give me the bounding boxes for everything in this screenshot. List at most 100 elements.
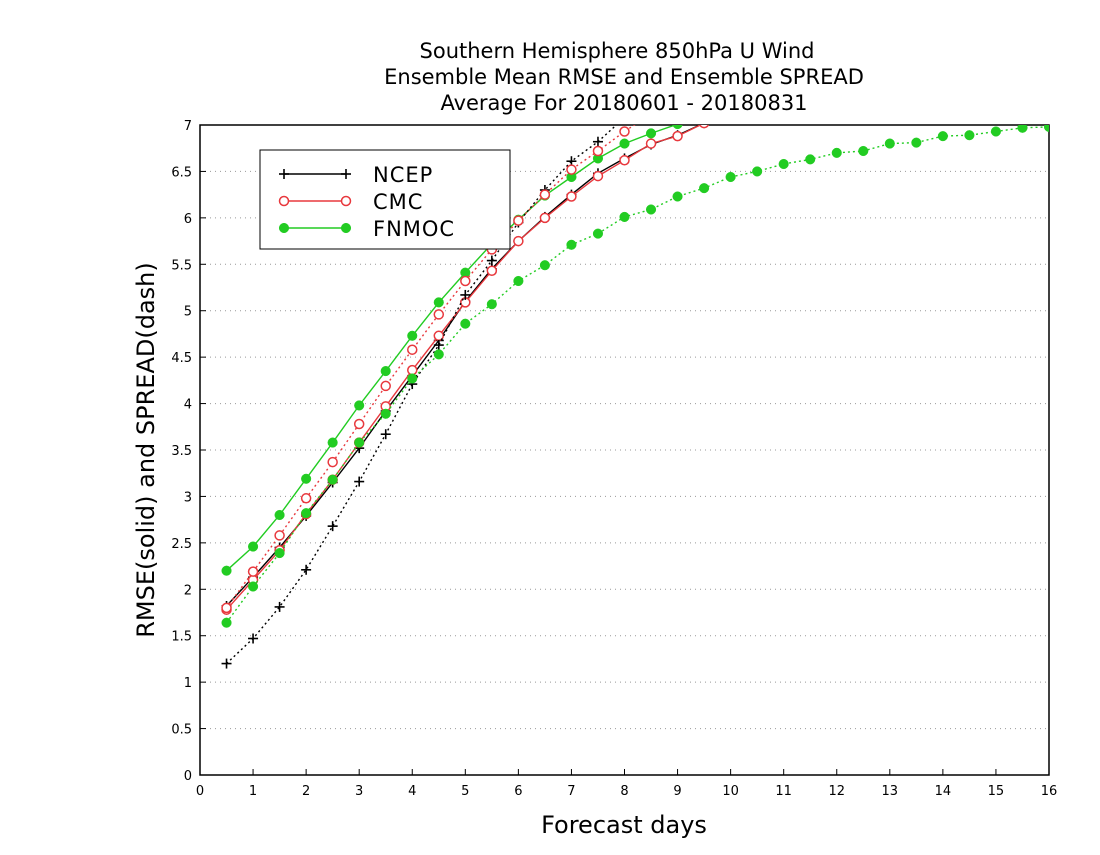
data-point-fnmoc-spread	[1043, 125, 1049, 132]
data-point-ncep-spread	[354, 476, 365, 487]
data-point-fnmoc-spread	[752, 166, 763, 177]
series-cmc-rmse	[221, 125, 710, 615]
data-point-fnmoc-spread	[858, 145, 869, 157]
legend-marker	[278, 195, 290, 207]
data-point-cmc-rmse	[619, 155, 630, 166]
data-point-cmc-rmse	[566, 191, 577, 202]
data-point-fnmoc-spread	[592, 228, 604, 239]
legend-box	[259, 149, 511, 250]
data-point-cmc-spread	[274, 530, 285, 541]
x-tick-label: 2	[302, 784, 310, 799]
legend-label: NCEP	[373, 163, 433, 187]
data-point-fnmoc-spread	[460, 318, 471, 329]
data-point-fnmoc-spread	[539, 260, 550, 271]
data-point-fnmoc-spread	[354, 437, 365, 448]
data-point-ncep-spread	[380, 429, 391, 440]
data-point-fnmoc-rmse	[301, 473, 312, 484]
data-point-fnmoc-rmse	[380, 366, 391, 377]
data-point-fnmoc-rmse	[327, 437, 338, 448]
x-tick-label: 10	[722, 784, 739, 799]
data-point-ncep-spread	[327, 521, 338, 532]
chart-title-line-3: Average For 20180601 - 20180831	[440, 91, 807, 115]
data-point-fnmoc-rmse	[221, 565, 232, 576]
chart-title: Southern Hemisphere 850hPa U Wind Ensemb…	[384, 39, 864, 115]
data-point-fnmoc-spread	[486, 299, 497, 310]
data-point-cmc-spread	[619, 126, 630, 137]
data-point-fnmoc-spread	[619, 211, 630, 222]
data-point-ncep-spread	[460, 289, 471, 300]
data-point-ncep-spread	[486, 255, 497, 266]
x-axis-ticks: 0 1 2 3 4 5 6 7 8 9 10 11 12 13 14 15 16	[196, 769, 1057, 799]
data-point-ncep-spread	[433, 340, 444, 351]
data-point-cmc-spread	[513, 215, 524, 226]
data-point-fnmoc-spread	[1017, 125, 1028, 133]
data-point-cmc-spread	[539, 189, 551, 200]
y-tick-label: 4	[184, 398, 192, 413]
x-tick-label: 15	[988, 784, 1005, 799]
data-point-fnmoc-spread	[645, 204, 657, 215]
data-point-fnmoc-rmse	[407, 330, 418, 341]
y-tick-label: 0.5	[171, 723, 192, 738]
legend-item-cmc: CMC	[278, 190, 423, 214]
data-point-ncep-spread	[301, 564, 312, 575]
x-tick-label: 1	[249, 784, 257, 799]
x-tick-label: 16	[1041, 784, 1058, 799]
data-point-ncep-spread	[248, 633, 259, 644]
y-tick-label: 0	[184, 769, 192, 784]
x-tick-label: 4	[408, 784, 416, 799]
x-tick-label: 0	[196, 784, 204, 799]
data-point-cmc-rmse	[592, 170, 604, 182]
data-point-fnmoc-spread	[964, 130, 975, 141]
data-point-cmc-spread	[433, 309, 445, 320]
series-line-cmc-spread	[225, 125, 636, 609]
chart-title-line-1: Southern Hemisphere 850hPa U Wind	[420, 39, 815, 63]
data-point-fnmoc-spread	[990, 126, 1001, 137]
data-point-cmc-spread	[460, 275, 471, 287]
data-point-fnmoc-spread	[274, 548, 285, 559]
legend-label: CMC	[373, 190, 423, 214]
data-point-cmc-spread	[380, 380, 391, 392]
legend-item-ncep: NCEP	[279, 163, 433, 187]
data-point-cmc-spread	[300, 493, 312, 504]
legend-label: FNMOC	[373, 217, 455, 241]
data-point-fnmoc-rmse	[274, 509, 285, 521]
data-point-fnmoc-spread	[911, 137, 922, 148]
data-point-fnmoc-spread	[221, 617, 232, 628]
data-point-cmc-rmse	[699, 125, 710, 129]
data-point-cmc-rmse	[407, 364, 418, 376]
legend: NCEP CMC FNMOC	[259, 149, 511, 250]
x-tick-label: 11	[775, 784, 792, 799]
data-point-cmc-spread	[407, 344, 418, 355]
data-point-fnmoc-spread	[513, 275, 524, 287]
data-point-fnmoc-spread	[248, 581, 259, 592]
data-point-fnmoc-spread	[884, 138, 895, 149]
x-tick-label: 9	[673, 784, 681, 799]
data-point-cmc-spread	[247, 566, 259, 577]
data-point-fnmoc-rmse	[433, 297, 444, 308]
data-point-fnmoc-rmse	[354, 400, 365, 411]
data-point-cmc-rmse	[539, 212, 551, 224]
x-tick-label: 5	[461, 784, 469, 799]
y-axis-label: RMSE(solid) and SPREAD(dash)	[132, 262, 160, 638]
x-tick-label: 7	[567, 784, 575, 799]
data-point-fnmoc-spread	[380, 408, 391, 419]
data-point-cmc-spread	[353, 418, 365, 430]
data-point-fnmoc-spread	[805, 154, 816, 165]
data-point-cmc-spread	[327, 456, 338, 468]
data-point-fnmoc-spread	[407, 373, 418, 384]
data-point-fnmoc-spread	[672, 191, 683, 202]
data-point-cmc-spread	[592, 145, 604, 157]
y-tick-label: 1.5	[171, 630, 192, 645]
series-cmc-spread	[221, 125, 636, 614]
y-axis-ticks: 0 0.5 1 1.5 2 2.5 3 3.5 4 4.5 5 5.5 6 6.5 7	[171, 119, 206, 784]
data-point-fnmoc-spread	[327, 474, 338, 485]
data-point-ncep-spread	[274, 601, 285, 612]
data-point-fnmoc-rmse	[619, 138, 630, 149]
x-tick-label: 6	[514, 784, 522, 799]
y-tick-label: 6.5	[171, 165, 192, 180]
data-point-cmc-rmse	[486, 265, 498, 277]
data-point-cmc-rmse	[645, 138, 657, 149]
data-point-cmc-spread	[566, 164, 577, 175]
y-tick-label: 5	[184, 305, 192, 320]
